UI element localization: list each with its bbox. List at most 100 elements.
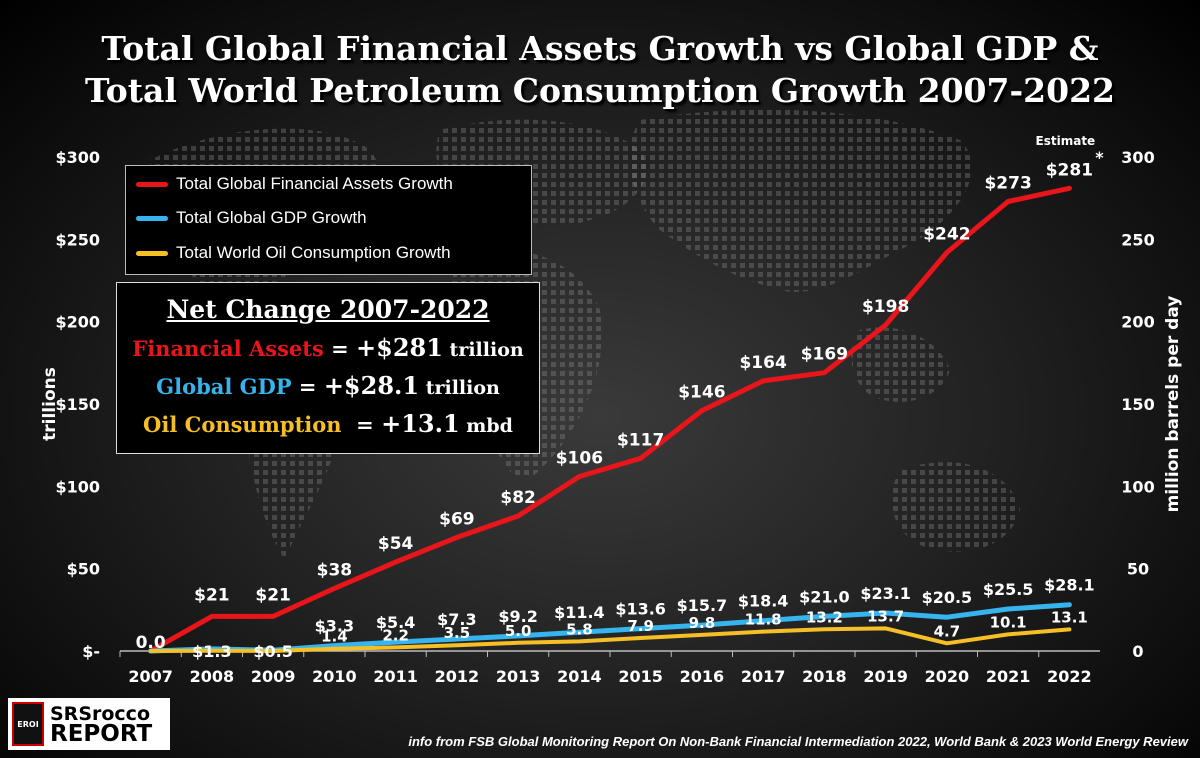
legend-swatch-oil	[136, 250, 168, 256]
net-change-oil-value: +13.1	[381, 409, 460, 438]
gdp-data-label: $7.3	[437, 610, 476, 629]
legend-label-financial-assets: Total Global Financial Assets Growth	[176, 174, 453, 193]
net-change-assets-unit: trillion	[442, 339, 524, 361]
legend-swatch-financial-assets	[136, 181, 168, 187]
legend-label-oil: Total World Oil Consumption Growth	[176, 243, 451, 262]
gdp-data-label: $20.5	[922, 588, 973, 607]
legend-item-gdp: Total Global GDP Growth	[136, 207, 367, 229]
net-change-gdp-row: Global GDP = +$28.1 trillion	[117, 371, 539, 400]
left-axis-tick-label: $250	[55, 230, 100, 249]
oil-data-label: 5.8	[566, 620, 593, 638]
assets-data-label: $169	[801, 345, 848, 365]
x-axis-tick-label: 2011	[373, 667, 418, 686]
world-map-region-5	[629, 109, 972, 292]
x-axis-tick-label: 2012	[435, 667, 480, 686]
net-change-box: Net Change 2007-2022 Financial Assets = …	[116, 282, 540, 454]
net-change-assets-value: +$281	[356, 333, 443, 362]
x-axis-tick-label: 2019	[863, 667, 908, 686]
net-change-assets-row: Financial Assets = +$281 trillion	[117, 333, 539, 362]
gdp-data-label: $5.4	[376, 613, 415, 632]
net-change-title: Net Change 2007-2022	[166, 295, 490, 324]
source-note: info from FSB Global Monitoring Report O…	[408, 734, 1188, 749]
assets-data-label: $38	[317, 560, 353, 580]
net-change-oil-eq: =	[341, 412, 382, 437]
right-axis-tick-label: 250	[1121, 230, 1154, 249]
x-axis-tick-label: 2021	[986, 667, 1031, 686]
gdp-data-label: $9.2	[498, 607, 537, 626]
gdp-data-label: $18.4	[738, 592, 789, 611]
oil-data-label: 9.8	[689, 614, 716, 632]
assets-data-label: $82	[500, 488, 536, 508]
logo-wordmark: SRSrocco REPORT	[50, 703, 153, 747]
x-axis-tick-label: 2015	[618, 667, 663, 686]
oil-data-label: 13.2	[806, 608, 843, 626]
gdp-data-label: $25.5	[983, 580, 1034, 599]
net-change-gdp-label: Global GDP	[156, 374, 292, 399]
right-axis-tick-label: 0	[1132, 642, 1143, 661]
estimate-annotation: Estimate	[1036, 134, 1096, 148]
assets-data-label: $164	[739, 353, 786, 373]
eroi-logo-mark: EROI	[12, 702, 44, 746]
net-change-oil-unit: mbd	[459, 415, 513, 437]
assets-data-label: $117	[617, 430, 664, 450]
left-axis-tick-label: $200	[55, 313, 100, 332]
net-change-gdp-value: +$28.1	[323, 371, 420, 400]
x-axis-tick-label: 2020	[925, 667, 970, 686]
assets-data-label: $54	[378, 534, 414, 554]
x-axis-tick-label: 2016	[680, 667, 725, 686]
oil-data-label: 3.5	[444, 624, 471, 642]
assets-data-label: $69	[439, 509, 475, 529]
x-axis-tick-label: 2022	[1047, 667, 1092, 686]
series-line-3	[148, 626, 1072, 653]
x-axis-tick-label: 2017	[741, 667, 786, 686]
gdp-data-label: $28.1	[1044, 576, 1095, 595]
left-axis-tick-label: $100	[55, 477, 100, 496]
assets-data-label: 0.0	[136, 633, 166, 653]
series-line-1	[148, 185, 1072, 654]
net-change-gdp-eq: =	[291, 374, 324, 399]
assets-data-label: $21	[255, 585, 291, 605]
assets-data-label: $281	[1046, 160, 1093, 180]
oil-data-label: 1.4	[321, 628, 348, 646]
gdp-data-label: $21.0	[799, 587, 850, 606]
right-axis-tick-label: 150	[1121, 395, 1154, 414]
x-axis-tick-label: 2014	[557, 667, 602, 686]
gdp-data-label: $0.5	[253, 642, 292, 661]
x-axis-tick-label: 2010	[312, 667, 357, 686]
oil-data-label: 11.8	[745, 611, 782, 629]
oil-data-label: 5.0	[505, 622, 532, 640]
left-axis-title: trillions	[40, 367, 60, 441]
net-change-assets-label: Financial Assets	[132, 336, 324, 361]
legend-swatch-gdp	[136, 215, 168, 221]
x-axis-tick-label: 2007	[128, 667, 173, 686]
right-axis-tick-label: 100	[1121, 477, 1154, 496]
x-axis-tick-label: 2018	[802, 667, 847, 686]
assets-data-label: $21	[194, 585, 230, 605]
right-axis-tick-label: 200	[1121, 313, 1154, 332]
chart-title-line-1: Total Global Financial Assets Growth vs …	[101, 29, 1099, 68]
legend: Total Global Financial Assets Growth Tot…	[125, 165, 532, 275]
legend-item-financial-assets: Total Global Financial Assets Growth	[136, 173, 453, 195]
net-change-oil-label: Oil Consumption	[143, 412, 342, 437]
net-change-assets-eq: =	[323, 336, 357, 361]
legend-label-gdp: Total Global GDP Growth	[176, 208, 367, 227]
world-map-region-6	[851, 327, 950, 402]
oil-data-label: 7.9	[627, 617, 654, 635]
oil-data-label: 2.2	[382, 626, 409, 644]
assets-data-label: $106	[556, 448, 603, 468]
oil-data-label: 13.1	[1051, 608, 1088, 626]
gdp-data-label: $11.4	[554, 603, 605, 622]
gdp-data-label: $15.7	[677, 596, 728, 615]
x-axis-tick-label: 2008	[190, 667, 235, 686]
world-map-region-7	[891, 462, 1020, 552]
left-axis-tick-label: $300	[55, 148, 100, 167]
assets-data-label: $242	[923, 225, 970, 245]
oil-data-label: 10.1	[990, 613, 1027, 631]
logo-line-2: REPORT	[50, 721, 153, 747]
gdp-data-label: $23.1	[860, 584, 911, 603]
left-axis-tick-label: $150	[55, 395, 100, 414]
logo-line-1: SRSrocco	[50, 703, 151, 725]
left-axis-tick-label: $-	[82, 642, 100, 661]
oil-data-label: 13.7	[867, 607, 904, 625]
